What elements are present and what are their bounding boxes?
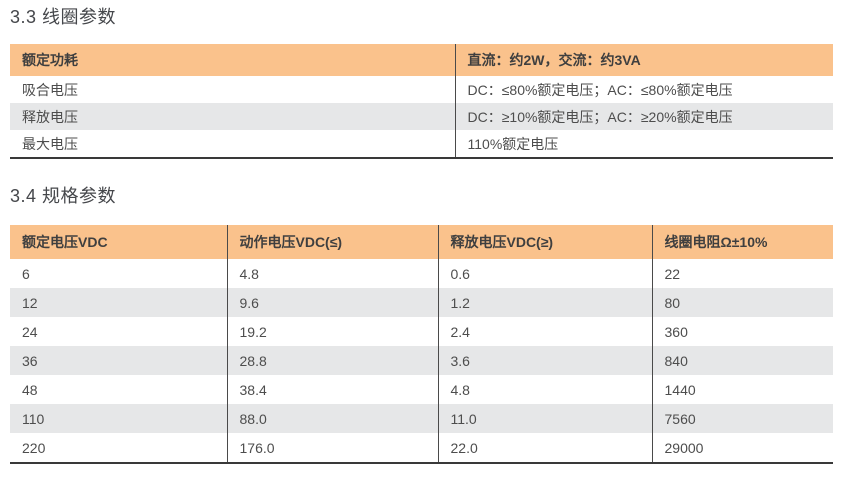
column-header-rated-power-value: 直流：约2W，交流：约3VA (454, 44, 833, 76)
table-row: 释放电压 DC：≥10%额定电压；AC：≥20%额定电压 (10, 103, 833, 130)
section-coil-parameters: 3.3 线圈参数 额定功耗 直流：约2W，交流：约3VA 吸合电压 DC：≤80%… (10, 6, 833, 159)
table-cell: 840 (651, 346, 833, 375)
table-cell: 24 (22, 323, 38, 340)
table-cell: 7560 (651, 404, 833, 433)
table-cell: 12 (10, 288, 227, 317)
table-cell: 4.8 (226, 259, 438, 288)
spec-parameters-table: 额定电压VDC 动作电压VDC(≤) 释放电压VDC(≥) 线圈电阻Ω±10% … (10, 225, 833, 464)
table-cell: 0.6 (437, 259, 652, 288)
table-cell: 176.0 (226, 433, 438, 463)
table-cell: 6 (22, 265, 30, 282)
table-row: 最大电压 110%额定电压 (10, 130, 833, 158)
table-row: 12 9.6 1.2 80 (10, 288, 833, 317)
section-title-spec: 3.4 规格参数 (10, 186, 117, 206)
table-cell: 48 (22, 381, 38, 398)
table-cell: DC：≤80%额定电压；AC：≤80%额定电压 (454, 76, 833, 103)
table-cell: 22 (651, 259, 833, 288)
section-spec-parameters: 3.4 规格参数 额定电压VDC 动作电压VDC(≤) 释放电压VDC(≥) 线… (10, 185, 833, 464)
table-row: 36 28.8 3.6 840 (10, 346, 833, 375)
table-cell: 38.4 (226, 375, 438, 404)
column-header-rated-voltage: 额定电压VDC (10, 225, 227, 259)
section-title-coil: 3.3 线圈参数 (10, 7, 117, 27)
table-cell: 22.0 (437, 433, 652, 463)
table-row: 110 88.0 11.0 7560 (10, 404, 833, 433)
table-row: 48 38.4 4.8 1440 (10, 375, 833, 404)
column-header-rated-power: 额定功耗 (10, 44, 455, 76)
table-header-row: 额定功耗 直流：约2W，交流：约3VA (10, 44, 833, 76)
table-cell: 80 (651, 288, 833, 317)
table-cell: 19.2 (226, 317, 438, 346)
table-cell: 9.6 (226, 288, 438, 317)
column-header-operate-voltage: 动作电压VDC(≤) (226, 225, 438, 259)
spec-table-body: 6 4.8 0.6 22 12 9.6 1.2 80 24 19.2 2.4 360 36 28.8 3.6… (10, 259, 833, 463)
table-cell: 1.2 (437, 288, 652, 317)
table-cell: 110 (10, 404, 227, 433)
table-cell: 最大电压 (22, 135, 78, 152)
table-cell: 88.0 (226, 404, 438, 433)
table-cell: 3.6 (437, 346, 652, 375)
table-cell: 2.4 (437, 317, 652, 346)
table-cell: 11.0 (437, 404, 652, 433)
table-cell: 释放电压 (10, 103, 455, 130)
table-cell: 360 (651, 317, 833, 346)
table-cell: DC：≥10%额定电压；AC：≥20%额定电压 (454, 103, 833, 130)
column-header-coil-resistance: 线圈电阻Ω±10% (651, 225, 833, 259)
table-cell: 4.8 (437, 375, 652, 404)
table-row: 吸合电压 DC：≤80%额定电压；AC：≤80%额定电压 (10, 76, 833, 103)
table-cell: 28.8 (226, 346, 438, 375)
coil-table-body: 吸合电压 DC：≤80%额定电压；AC：≤80%额定电压 释放电压 DC：≥10%额定… (10, 76, 833, 158)
page: 3.3 线圈参数 额定功耗 直流：约2W，交流：约3VA 吸合电压 DC：≤80%… (10, 6, 833, 464)
table-row: 24 19.2 2.4 360 (10, 317, 833, 346)
table-cell: 110%额定电压 (454, 130, 833, 158)
table-cell: 220 (22, 439, 46, 456)
table-cell: 吸合电压 (22, 81, 78, 98)
table-cell: 1440 (651, 375, 833, 404)
table-row: 220 176.0 22.0 29000 (10, 433, 833, 463)
column-header-release-voltage: 释放电压VDC(≥) (437, 225, 652, 259)
table-row: 6 4.8 0.6 22 (10, 259, 833, 288)
table-cell: 29000 (651, 433, 833, 463)
table-cell: 36 (10, 346, 227, 375)
table-header-row: 额定电压VDC 动作电压VDC(≤) 释放电压VDC(≥) 线圈电阻Ω±10% (10, 225, 833, 259)
coil-parameters-table: 额定功耗 直流：约2W，交流：约3VA 吸合电压 DC：≤80%额定电压；AC：≤… (10, 44, 833, 159)
